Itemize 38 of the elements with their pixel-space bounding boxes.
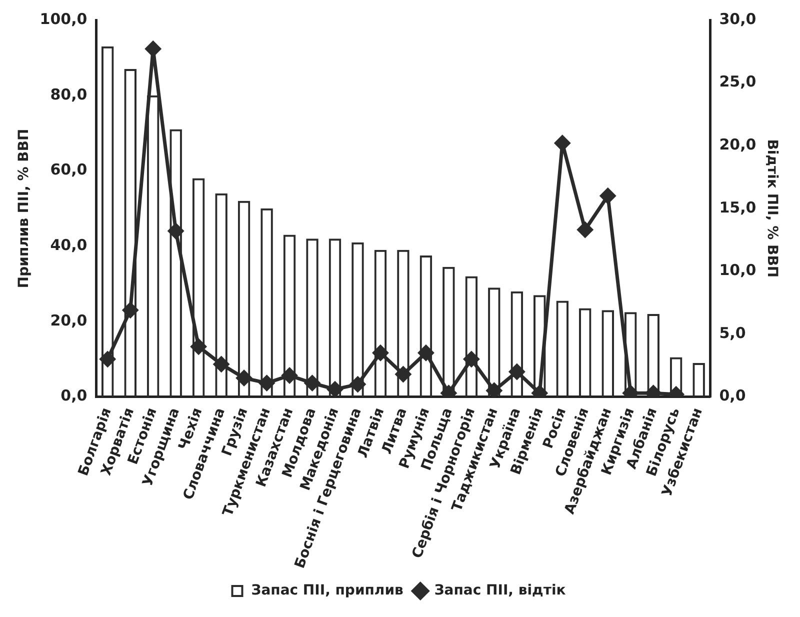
y-tick-label: 60,0 [50,160,88,179]
y2-tick-label: 20,0 [719,136,756,154]
point [327,382,343,397]
point [554,135,570,151]
legend-label: Запас ПІІ, відтік [434,582,566,599]
point [350,376,366,392]
y-axis-title: Приплив ПІІ, % ВВП [16,128,32,288]
point [372,345,388,361]
point [418,345,434,361]
y2-tick-label: 15,0 [719,198,756,216]
legend-label: Запас ПІІ, приплив [251,582,404,599]
point [282,368,298,384]
point [509,364,525,380]
y2-tick-label: 0,0 [719,386,746,405]
point [600,188,616,204]
point [464,351,480,367]
point [100,351,116,367]
point [236,370,252,386]
point [395,366,411,382]
point [122,302,138,318]
point [259,375,275,391]
y2-axis-title: Відтік ПІІ, % ВВП [764,139,780,278]
y2-tick-label: 30,0 [719,10,756,28]
point [145,41,161,57]
y2-tick-label: 5,0 [719,324,746,342]
point [304,375,320,391]
point [577,222,593,238]
point [190,338,206,354]
y-tick-label: 20,0 [50,311,88,330]
y-tick-label: 80,0 [50,85,88,104]
y2-tick-label: 25,0 [719,72,756,91]
y-tick-label: 0,0 [60,386,88,405]
y2-tick-label: 10,0 [719,261,756,280]
point [168,223,184,239]
y-tick-label: 100,0 [40,10,88,28]
y-tick-label: 40,0 [50,236,88,254]
point [486,382,502,397]
point [214,356,230,372]
